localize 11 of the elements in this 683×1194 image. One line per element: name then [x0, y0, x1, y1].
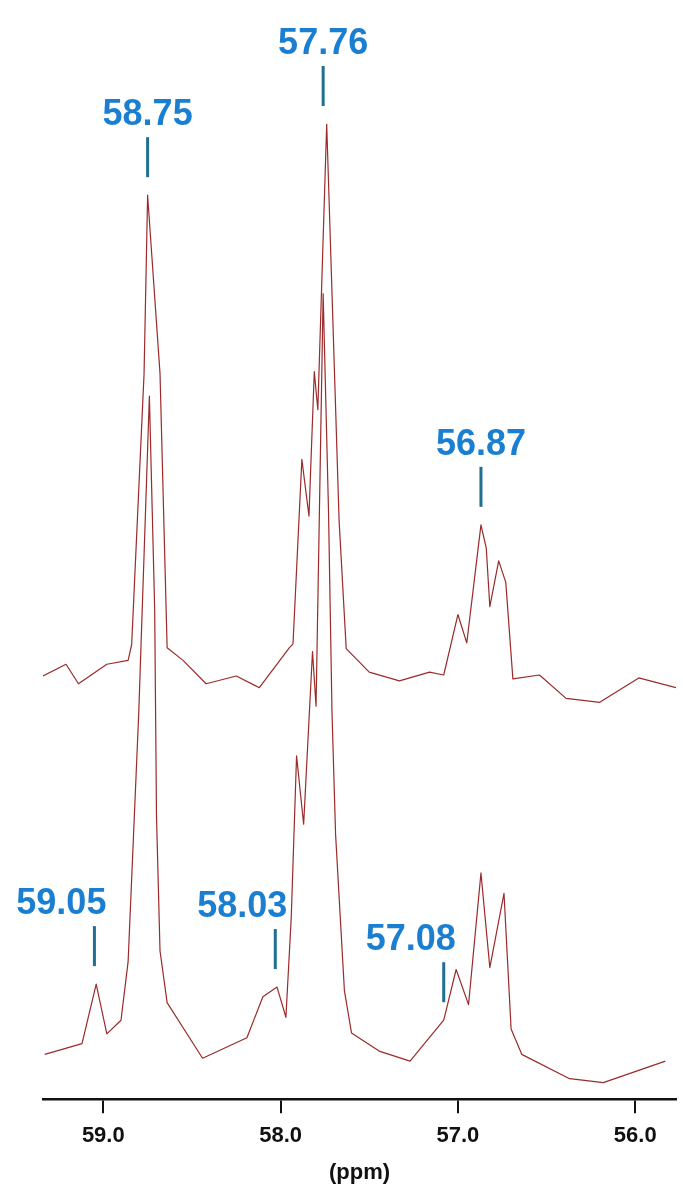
annotation: 58.75: [102, 92, 193, 134]
x-tick-label: 58.0: [259, 1122, 303, 1148]
annotation: 58.03: [197, 884, 288, 926]
annotation: 59.05: [16, 881, 107, 923]
annotation: 57.76: [278, 21, 369, 62]
x-tick-label: 56.0: [613, 1122, 657, 1148]
annotation: 56.87: [435, 421, 526, 463]
x-tick-label: 59.0: [81, 1122, 125, 1148]
x-axis-title: (ppm): [328, 1158, 391, 1184]
annotation: 57.08: [365, 917, 456, 959]
x-tick-label: 57.0: [436, 1122, 480, 1148]
